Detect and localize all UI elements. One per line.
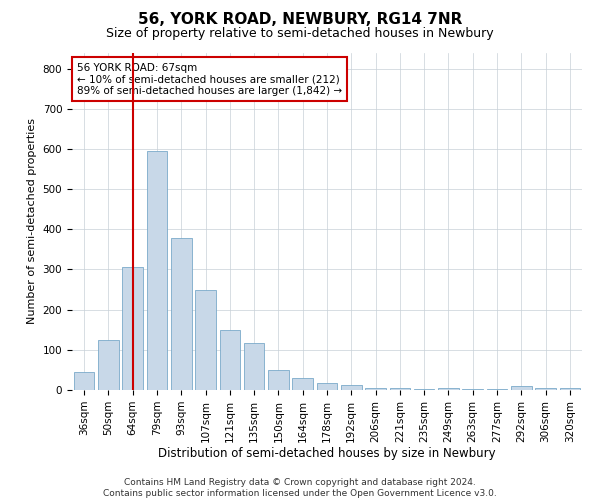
- X-axis label: Distribution of semi-detached houses by size in Newbury: Distribution of semi-detached houses by …: [158, 448, 496, 460]
- Bar: [220, 330, 240, 390]
- Bar: [389, 388, 410, 390]
- Bar: [268, 370, 289, 390]
- Bar: [146, 151, 167, 390]
- Bar: [317, 383, 337, 390]
- Bar: [365, 388, 386, 390]
- Bar: [292, 378, 313, 390]
- Text: Size of property relative to semi-detached houses in Newbury: Size of property relative to semi-detach…: [106, 28, 494, 40]
- Bar: [463, 389, 483, 390]
- Bar: [511, 386, 532, 390]
- Y-axis label: Number of semi-detached properties: Number of semi-detached properties: [27, 118, 37, 324]
- Bar: [341, 385, 362, 390]
- Bar: [122, 268, 143, 390]
- Bar: [487, 389, 508, 390]
- Text: 56 YORK ROAD: 67sqm
← 10% of semi-detached houses are smaller (212)
89% of semi-: 56 YORK ROAD: 67sqm ← 10% of semi-detach…: [77, 62, 342, 96]
- Text: 56, YORK ROAD, NEWBURY, RG14 7NR: 56, YORK ROAD, NEWBURY, RG14 7NR: [138, 12, 462, 28]
- Bar: [98, 340, 119, 390]
- Bar: [535, 388, 556, 390]
- Bar: [560, 388, 580, 390]
- Bar: [244, 342, 265, 390]
- Bar: [414, 389, 434, 390]
- Bar: [171, 238, 191, 390]
- Bar: [438, 388, 459, 390]
- Bar: [195, 290, 216, 390]
- Text: Contains HM Land Registry data © Crown copyright and database right 2024.
Contai: Contains HM Land Registry data © Crown c…: [103, 478, 497, 498]
- Bar: [74, 372, 94, 390]
